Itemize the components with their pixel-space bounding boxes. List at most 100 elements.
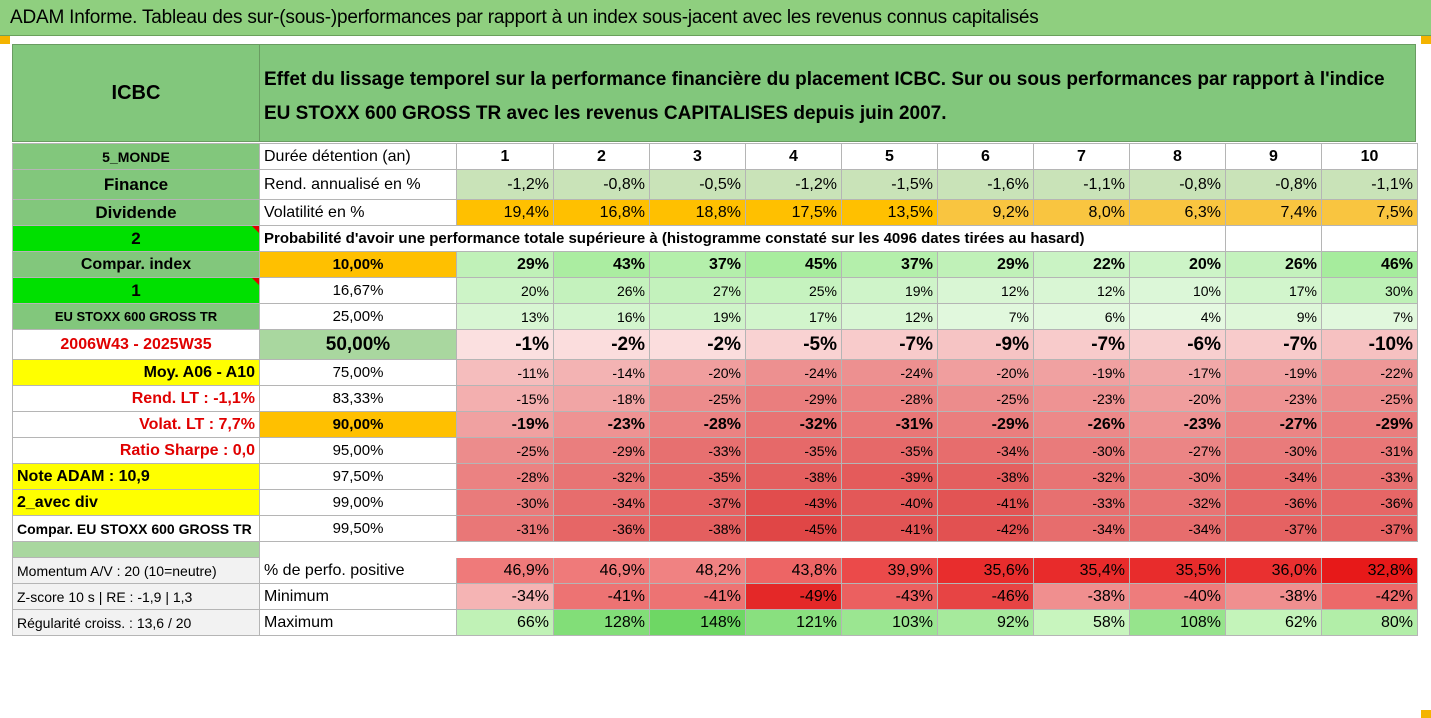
quantile-value[interactable]: 46%	[1321, 251, 1418, 278]
quantile-value[interactable]: -6%	[1129, 329, 1226, 360]
stat-value[interactable]: -34%	[456, 583, 554, 610]
quantile-value[interactable]: -20%	[937, 359, 1034, 386]
quantile-value[interactable]: 20%	[1129, 251, 1226, 278]
quantile-value[interactable]: -23%	[1225, 385, 1322, 412]
quantile-value[interactable]: -34%	[937, 437, 1034, 464]
stat-value[interactable]: 128%	[553, 609, 650, 636]
quantile-value[interactable]: -34%	[1129, 515, 1226, 542]
quantile-value[interactable]: -10%	[1321, 329, 1418, 360]
vol-value[interactable]: 17,5%	[745, 199, 842, 226]
vol-label[interactable]: Volatilité en %	[259, 199, 457, 226]
quantile-level[interactable]: 90,00%	[259, 411, 457, 438]
rend-value[interactable]: -0,5%	[649, 169, 746, 200]
type-cell[interactable]: Dividende	[12, 199, 260, 226]
quantile-value[interactable]: 29%	[456, 251, 554, 278]
stat-value[interactable]: 92%	[937, 609, 1034, 636]
duration-header[interactable]: 2	[553, 143, 650, 170]
quantile-value[interactable]: -32%	[1033, 463, 1130, 490]
quantile-value[interactable]: -34%	[553, 489, 650, 516]
stat-value[interactable]: -41%	[649, 583, 746, 610]
quantile-level[interactable]: 99,50%	[259, 515, 457, 542]
rend-value[interactable]: -1,5%	[841, 169, 938, 200]
durations-label[interactable]: Durée détention (an)	[259, 143, 457, 170]
stat-value[interactable]: 43,8%	[745, 557, 842, 584]
stat-value[interactable]: -46%	[937, 583, 1034, 610]
quantile-value[interactable]: -11%	[456, 359, 554, 386]
empty-cell[interactable]	[1321, 225, 1418, 252]
quantile-value[interactable]: -31%	[1321, 437, 1418, 464]
quantile-value[interactable]: -18%	[553, 385, 650, 412]
quantile-level[interactable]: 50,00%	[259, 329, 457, 360]
quantile-value[interactable]: -39%	[841, 463, 938, 490]
quantile-value[interactable]: -19%	[456, 411, 554, 438]
quantile-value[interactable]: 12%	[937, 277, 1034, 304]
selector-cell-1[interactable]: 2	[12, 225, 260, 252]
quantile-value[interactable]: -29%	[937, 411, 1034, 438]
left-panel-cell[interactable]: Compar. index	[12, 251, 260, 278]
left-panel-cell[interactable]: EU STOXX 600 GROSS TR	[12, 303, 260, 330]
spacer-cell[interactable]	[1225, 541, 1322, 558]
quantile-value[interactable]: -20%	[649, 359, 746, 386]
quantile-value[interactable]: 10%	[1129, 277, 1226, 304]
stat-value[interactable]: -38%	[1225, 583, 1322, 610]
quantile-value[interactable]: 13%	[456, 303, 554, 330]
spacer-cell[interactable]	[12, 541, 260, 558]
quantile-value[interactable]: -26%	[1033, 411, 1130, 438]
quantile-value[interactable]: -37%	[1225, 515, 1322, 542]
quantile-value[interactable]: -33%	[649, 437, 746, 464]
quantile-value[interactable]: -7%	[841, 329, 938, 360]
quantile-value[interactable]: -7%	[1225, 329, 1322, 360]
quantile-value[interactable]: -23%	[1033, 385, 1130, 412]
quantile-value[interactable]: -5%	[745, 329, 842, 360]
stat-value[interactable]: 46,9%	[456, 557, 554, 584]
quantile-value[interactable]: 16%	[553, 303, 650, 330]
spacer-cell[interactable]	[649, 541, 746, 558]
quantile-value[interactable]: -9%	[937, 329, 1034, 360]
quantile-value[interactable]: 37%	[649, 251, 746, 278]
quantile-value[interactable]: 22%	[1033, 251, 1130, 278]
quantile-value[interactable]: 27%	[649, 277, 746, 304]
spacer-cell[interactable]	[1033, 541, 1130, 558]
stat-cell[interactable]: Z-score 10 s | RE : -1,9 | 1,3	[12, 583, 260, 610]
stat-value[interactable]: 80%	[1321, 609, 1418, 636]
probability-title[interactable]: Probabilité d'avoir une performance tota…	[259, 225, 1226, 252]
quantile-value[interactable]: -29%	[553, 437, 650, 464]
left-panel-cell[interactable]: Compar. EU STOXX 600 GROSS TR	[12, 515, 260, 542]
stat-cell[interactable]: Momentum A/V : 20 (10=neutre)	[12, 557, 260, 584]
rend-value[interactable]: -0,8%	[1129, 169, 1226, 200]
quantile-value[interactable]: 29%	[937, 251, 1034, 278]
quantile-value[interactable]: -30%	[1225, 437, 1322, 464]
rend-label[interactable]: Rend. annualisé en %	[259, 169, 457, 200]
spacer-cell[interactable]	[841, 541, 938, 558]
quantile-value[interactable]: -30%	[1033, 437, 1130, 464]
quantile-value[interactable]: -36%	[1321, 489, 1418, 516]
quantile-value[interactable]: -24%	[841, 359, 938, 386]
quantile-level[interactable]: 99,00%	[259, 489, 457, 516]
left-panel-cell[interactable]: Rend. LT : -1,1%	[12, 385, 260, 412]
stat-value[interactable]: 62%	[1225, 609, 1322, 636]
rend-value[interactable]: -0,8%	[1225, 169, 1322, 200]
quantile-value[interactable]: 19%	[649, 303, 746, 330]
quantile-level[interactable]: 25,00%	[259, 303, 457, 330]
vol-value[interactable]: 7,4%	[1225, 199, 1322, 226]
stat-value[interactable]: -49%	[745, 583, 842, 610]
duration-header[interactable]: 7	[1033, 143, 1130, 170]
quantile-level[interactable]: 10,00%	[259, 251, 457, 278]
duration-header[interactable]: 6	[937, 143, 1034, 170]
quantile-value[interactable]: -32%	[553, 463, 650, 490]
quantile-value[interactable]: 19%	[841, 277, 938, 304]
quantile-value[interactable]: 43%	[553, 251, 650, 278]
quantile-value[interactable]: -27%	[1225, 411, 1322, 438]
quantile-value[interactable]: 45%	[745, 251, 842, 278]
quantile-value[interactable]: -31%	[841, 411, 938, 438]
quantile-value[interactable]: -35%	[841, 437, 938, 464]
quantile-value[interactable]: -33%	[1033, 489, 1130, 516]
quantile-value[interactable]: -29%	[745, 385, 842, 412]
stat-value[interactable]: 39,9%	[841, 557, 938, 584]
instrument-name-cell[interactable]: ICBC	[12, 44, 260, 142]
vol-value[interactable]: 6,3%	[1129, 199, 1226, 226]
spacer-cell[interactable]	[1321, 541, 1418, 558]
quantile-value[interactable]: -14%	[553, 359, 650, 386]
quantile-value[interactable]: 17%	[745, 303, 842, 330]
quantile-value[interactable]: 12%	[1033, 277, 1130, 304]
